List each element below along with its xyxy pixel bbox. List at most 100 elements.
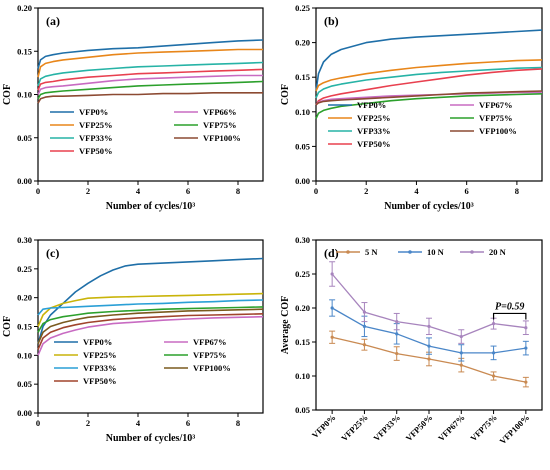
series-line (37, 299, 264, 316)
y-tick-label: 0.10 (295, 371, 310, 381)
y-axis-label: Average COF (280, 296, 291, 354)
legend-item: 5 N (336, 247, 378, 257)
y-tick-label: 0.00 (17, 408, 32, 418)
series-b-0 (315, 29, 543, 92)
legend-label: VFP50% (79, 146, 113, 156)
data-point (362, 343, 367, 347)
y-tick-label: 0.30 (17, 235, 32, 245)
x-tick-label: VFP33% (371, 412, 402, 443)
significance-annotation: P=0.59 (492, 301, 527, 320)
series-line (37, 92, 263, 104)
y-tick-label: 0.05 (295, 405, 310, 415)
data-point (524, 380, 528, 384)
legend-item: 10 N (398, 247, 445, 257)
series-line (37, 48, 263, 78)
series-a-6 (37, 92, 263, 104)
legend-label: VFP33% (83, 363, 117, 373)
data-point (395, 320, 399, 324)
x-axis-label: Number of cycles/10³ (106, 433, 195, 444)
legend-label: VFP75% (203, 120, 237, 130)
panel-label: (b) (324, 14, 339, 28)
data-point (459, 351, 463, 355)
y-tick-label: 0.20 (17, 293, 32, 303)
legend-item: VFP33% (328, 126, 391, 136)
series-b-2 (315, 66, 543, 99)
y-axis-label: COF (2, 84, 13, 105)
series-c-5 (37, 306, 264, 333)
data-point (395, 351, 399, 356)
p-value-label: P=0.59 (495, 301, 524, 312)
y-tick-label: 0.15 (295, 337, 310, 347)
x-axis-label: Number of cycles/10³ (384, 201, 473, 212)
legend-label: VFP67% (479, 100, 513, 110)
x-tick-label: VFP67% (436, 412, 467, 443)
chart-panel-d: 0.05 0.10 0.15 0.20 0.25 0.30 VFP0% VFP25% VFP33… (280, 235, 543, 446)
series-c-4 (37, 315, 264, 356)
y-tick-label: 0.15 (17, 322, 32, 332)
legend-label: 5 N (365, 247, 378, 257)
panel-label: (a) (46, 14, 60, 28)
x-tick-label: 4 (136, 418, 141, 428)
legend-label: VFP67% (193, 337, 227, 347)
data-point (491, 374, 496, 378)
legend-item: VFP67% (450, 100, 513, 110)
series-c-2 (37, 299, 264, 316)
legend-item: VFP0% (54, 337, 112, 347)
y-axis-label: COF (2, 316, 13, 337)
legend-item: 20 N (460, 247, 507, 257)
x-tick-label: 0 (36, 418, 40, 428)
legend-label: VFP50% (357, 139, 391, 149)
data-point (427, 324, 431, 328)
series-line (315, 59, 543, 92)
x-tick-label: VFP50% (404, 412, 435, 443)
series-line (37, 257, 264, 345)
series-d-0 (329, 330, 529, 388)
x-tick-label: 6 (186, 186, 190, 196)
legend-label: 20 N (489, 247, 507, 257)
series-b-6 (315, 90, 543, 106)
x-tick-label: VFP0% (310, 412, 338, 440)
legend-label: VFP100% (479, 126, 517, 136)
legend-label: VFP50% (83, 376, 117, 386)
legend-label: VFP25% (83, 350, 117, 360)
chart-panel-a: 0.00 0.05 0.10 0.15 0.20 0 2 4 6 8 Number of cycle… (2, 3, 264, 212)
panel-label: (c) (46, 246, 59, 260)
x-axis-label: Number of cycles/10³ (106, 201, 195, 212)
data-point (362, 324, 367, 328)
y-tick-label: 0.20 (295, 38, 310, 48)
legend-marker (408, 250, 412, 254)
y-tick-label: 0.20 (295, 303, 310, 313)
legend-item: VFP0% (328, 100, 386, 110)
series-c-0 (37, 257, 264, 345)
legend-label: VFP33% (79, 133, 113, 143)
x-tick-label: 0 (314, 186, 318, 196)
series-line (37, 315, 264, 356)
x-tick-label: 8 (515, 186, 519, 196)
legend-item: VFP100% (174, 133, 241, 143)
data-point (395, 332, 399, 336)
x-tick-label: 2 (86, 186, 90, 196)
y-tick-label: 0.25 (295, 269, 310, 279)
legend-label: VFP75% (479, 113, 513, 123)
y-tick-label: 0.05 (295, 141, 310, 151)
legend-label: VFP33% (357, 126, 391, 136)
series-b-5 (315, 93, 543, 120)
x-tick-label: 0 (36, 186, 40, 196)
series-line (315, 29, 543, 92)
y-tick-label: 0.05 (17, 379, 32, 389)
x-tick-label: VFP75% (468, 412, 499, 443)
series-line (315, 90, 543, 106)
series-line (37, 313, 264, 350)
series-a-3 (37, 68, 264, 91)
data-point (427, 357, 431, 361)
y-tick-label: 0.05 (17, 133, 32, 143)
series-a-5 (37, 80, 264, 100)
series-line (37, 68, 264, 91)
legend-label: VFP0% (79, 107, 108, 117)
x-tick-label: 6 (186, 418, 190, 428)
series-b-3 (315, 68, 543, 106)
data-point (491, 351, 496, 355)
legend-item: VFP33% (50, 133, 113, 143)
series-d-2 (329, 261, 529, 344)
series-line (37, 306, 264, 333)
